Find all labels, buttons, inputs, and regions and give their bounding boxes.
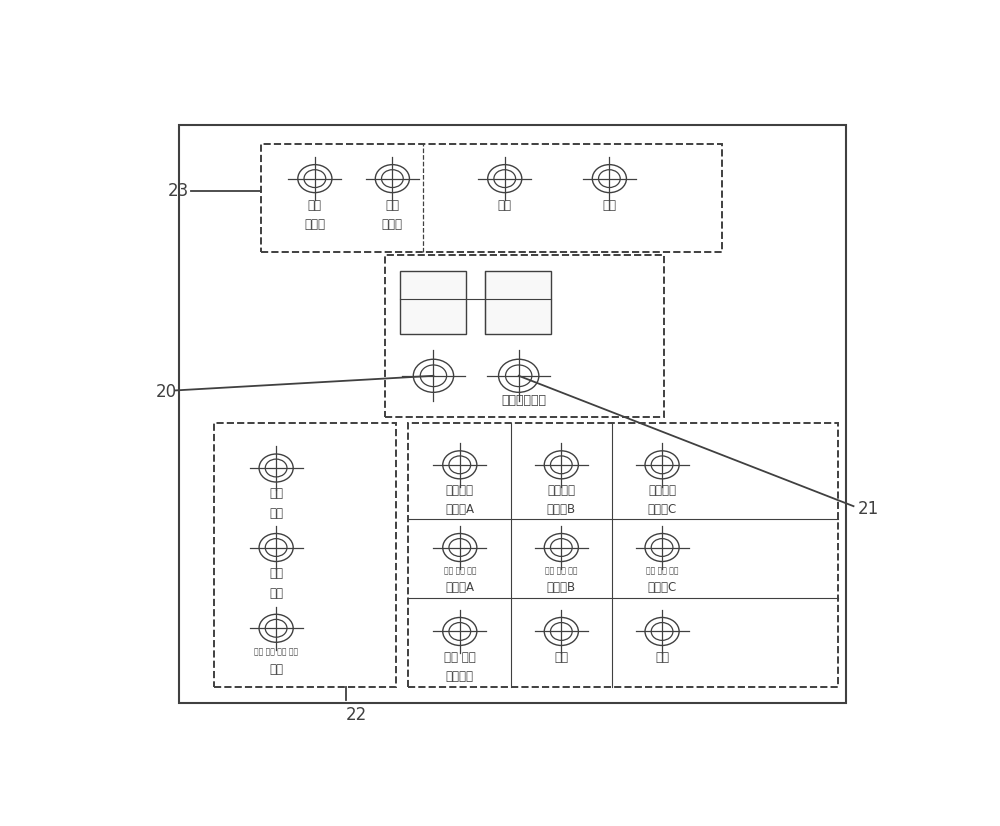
Text: 20: 20: [156, 382, 177, 401]
Text: 罐体温度设置: 罐体温度设置: [502, 394, 547, 407]
Text: 停止 启动: 停止 启动: [444, 651, 476, 663]
Text: 导热油: 导热油: [304, 218, 325, 231]
Text: 导热油: 导热油: [382, 218, 403, 231]
Text: 手动 停止 自动: 手动 停止 自动: [545, 567, 578, 576]
Text: 启动: 启动: [269, 487, 283, 500]
Text: 运行指示: 运行指示: [648, 484, 676, 497]
Text: 电加热C: 电加热C: [647, 503, 677, 516]
Text: 搔拌: 搔拌: [269, 587, 283, 600]
Text: 21: 21: [857, 501, 879, 519]
Text: 蜂鸣: 蜂鸣: [498, 199, 512, 212]
Text: 搔拌: 搔拌: [269, 507, 283, 520]
Text: 复位: 复位: [554, 651, 568, 663]
Text: 电源: 电源: [602, 199, 616, 212]
Text: 温高: 温高: [308, 199, 322, 212]
Text: 电源开关: 电源开关: [446, 670, 474, 682]
Text: 电加热B: 电加热B: [547, 503, 576, 516]
Text: 温低: 温低: [385, 199, 399, 212]
Text: 停止: 停止: [269, 567, 283, 580]
Text: 电加热A: 电加热A: [445, 581, 474, 594]
Bar: [485, 271, 551, 335]
Text: 急停: 急停: [655, 651, 669, 663]
Text: 电加热B: 电加热B: [547, 581, 576, 594]
Text: 搔拌: 搔拌: [269, 663, 283, 676]
Bar: [261, 144, 722, 252]
Text: 手动 停止 自动: 手动 停止 自动: [444, 567, 476, 576]
Text: 电加热A: 电加热A: [445, 503, 474, 516]
Bar: [400, 271, 466, 335]
Text: 电加热C: 电加热C: [647, 581, 677, 594]
Bar: [214, 424, 396, 687]
Bar: [385, 255, 664, 417]
Text: 运行指示: 运行指示: [547, 484, 575, 497]
Text: 运行指示: 运行指示: [446, 484, 474, 497]
Bar: [179, 125, 846, 704]
Text: 手动 停止 自动: 手动 停止 自动: [646, 567, 678, 576]
Text: 22: 22: [346, 705, 367, 724]
Text: 23: 23: [168, 183, 189, 201]
Bar: [408, 424, 838, 687]
Text: 正转 停止 自动 反转: 正转 停止 自动 反转: [254, 648, 298, 657]
